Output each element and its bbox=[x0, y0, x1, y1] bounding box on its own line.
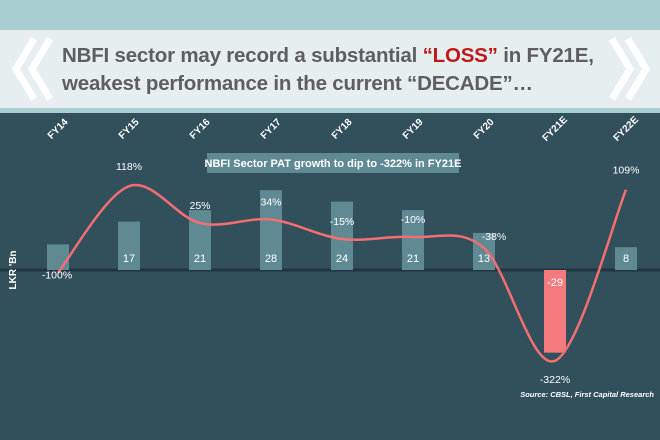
header-banner: NBFI sector may record a substantial “LO… bbox=[0, 0, 660, 113]
bar-value-label: 8 bbox=[623, 253, 629, 265]
tick-label-fy21e: FY21E bbox=[541, 114, 571, 144]
bar-fy20 bbox=[473, 232, 495, 270]
chart-title-box bbox=[207, 153, 459, 173]
title-line-1-end: in FY21E, bbox=[497, 44, 594, 67]
growth-label: -322% bbox=[540, 374, 570, 386]
bar-value-label: 13 bbox=[478, 253, 490, 265]
title-line-2: weakest performance in the current “DECA… bbox=[62, 72, 533, 95]
bar-value-label: 28 bbox=[265, 253, 277, 265]
tick-label-fy15: FY15 bbox=[117, 117, 142, 142]
bar-fy14 bbox=[47, 244, 69, 270]
bar-fy21e bbox=[544, 270, 566, 353]
tick-label-fy14: FY14 bbox=[46, 117, 71, 142]
bar-value-label: 21 bbox=[407, 253, 419, 265]
bar-value-label: 17 bbox=[123, 253, 135, 265]
growth-label: 34% bbox=[260, 197, 281, 209]
growth-label: 118% bbox=[116, 161, 142, 173]
growth-line bbox=[57, 183, 628, 363]
bar-fy18 bbox=[331, 201, 353, 270]
bar-value-label: 24 bbox=[336, 253, 348, 265]
chart-area: 17 21 28 24 21 13 -29 8 FY14 FY15 FY16 FY17 FY18 FY19… bbox=[0, 113, 660, 440]
source-note: Source: CBSL, First Capital Research bbox=[520, 390, 654, 399]
tick-label-fy17: FY17 bbox=[259, 117, 284, 142]
title-line-1-start: NBFI sector may record a substantial bbox=[62, 44, 423, 67]
bar-fy19 bbox=[402, 210, 424, 270]
y-axis-label: LKR 'Bn bbox=[8, 250, 19, 289]
chart-title: NBFI Sector PAT growth to dip to -322% i… bbox=[205, 158, 462, 170]
tick-label-fy20: FY20 bbox=[472, 117, 497, 142]
page-title: NBFI sector may record a substantial “LO… bbox=[62, 42, 622, 98]
bar-value-label: -29 bbox=[547, 277, 563, 289]
bar-fy15 bbox=[118, 221, 140, 270]
tick-label-fy16: FY16 bbox=[188, 117, 213, 142]
title-line-1: NBFI sector may record a substantial “LO… bbox=[62, 42, 622, 70]
chevron-left-icon bbox=[11, 37, 54, 101]
tick-label-fy22e: FY22E bbox=[612, 114, 642, 144]
bar-fy17 bbox=[260, 190, 282, 270]
growth-label: 109% bbox=[613, 165, 640, 177]
growth-label: -10% bbox=[401, 214, 426, 226]
title-loss-word: “LOSS” bbox=[422, 44, 498, 67]
growth-label: -100% bbox=[42, 270, 72, 282]
bar-fy22e bbox=[615, 247, 637, 270]
growth-label: -15% bbox=[330, 216, 355, 228]
chart-canvas: 17 21 28 24 21 13 -29 8 FY14 FY15 FY16 FY17 FY18 FY19… bbox=[0, 114, 660, 399]
bar-value-label: 21 bbox=[194, 253, 206, 265]
chevron-right-icon bbox=[608, 37, 651, 101]
tick-label-fy19: FY19 bbox=[401, 117, 426, 142]
tick-label-fy18: FY18 bbox=[330, 117, 355, 142]
growth-label: -38% bbox=[482, 231, 507, 243]
growth-label: 25% bbox=[189, 200, 210, 212]
header-strip bbox=[0, 30, 660, 108]
